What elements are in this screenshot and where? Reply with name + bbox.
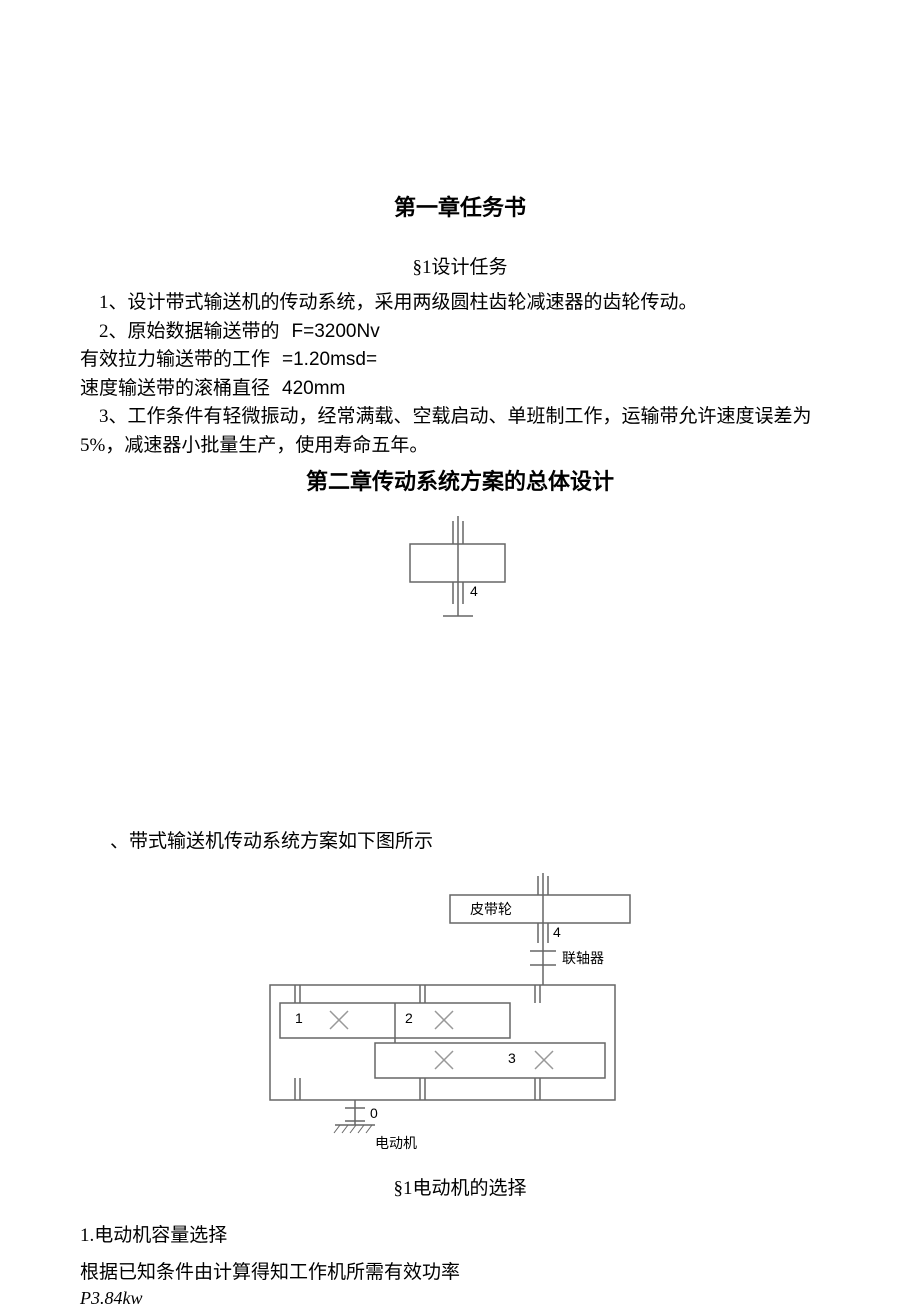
item2-label: 2、原始数据输送带的 — [80, 318, 280, 347]
item2c-value: 420mm — [282, 375, 345, 404]
item2c-label: 速度输送带的滚桶直径 — [80, 375, 270, 404]
chapter1-title: 第一章任务书 — [80, 190, 840, 222]
item2b-label: 有效拉力输送带的工作 — [80, 346, 270, 375]
label-3: 3 — [508, 1050, 516, 1066]
label-1: 1 — [295, 1010, 303, 1026]
diagram1-svg: 4 — [395, 516, 525, 626]
diagram2-container: 皮带轮 4 联轴器 1 2 3 0 电动机 — [80, 873, 840, 1163]
label-2: 2 — [405, 1010, 413, 1026]
diagram1-container: 4 — [80, 516, 840, 626]
item2-value: F=3200Nv — [292, 318, 380, 347]
item2b-value: =1.20msd= — [282, 346, 377, 375]
section2-title: §1电动机的选择 — [80, 1173, 840, 1200]
label-0: 0 — [370, 1105, 378, 1121]
item2b-row: 有效拉力输送带的工作 =1.20msd= — [80, 346, 840, 375]
calc-text-2: P3.84kw — [80, 1288, 840, 1309]
item2-row: 2、原始数据输送带的 F=3200Nv — [80, 318, 840, 347]
label-pulley: 皮带轮 — [470, 902, 512, 918]
label-4-lower: 4 — [553, 924, 561, 940]
diagram2-heading: 、带式输送机传动系统方案如下图所示 — [110, 826, 840, 853]
item2c-row: 速度输送带的滚桶直径 420mm — [80, 375, 840, 404]
sub-heading-1: 1.电动机容量选择 — [80, 1220, 840, 1247]
chapter2-title: 第二章传动系统方案的总体设计 — [80, 464, 840, 496]
label-motor: 电动机 — [375, 1136, 417, 1152]
diagram2-svg: 皮带轮 4 联轴器 1 2 3 0 电动机 — [240, 873, 680, 1163]
calc-text-1: 根据已知条件由计算得知工作机所需有效功率 — [80, 1259, 840, 1288]
item1-text: 1、设计带式输送机的传动系统，采用两级圆柱齿轮减速器的齿轮传动。 — [80, 289, 840, 318]
section1-title: §1设计任务 — [80, 252, 840, 279]
label-coupling: 联轴器 — [562, 951, 604, 967]
diagram1-label-4: 4 — [470, 583, 478, 599]
item3-text: 3、工作条件有轻微振动，经常满载、空载启动、单班制工作，运输带允许速度误差为5%… — [80, 403, 840, 460]
